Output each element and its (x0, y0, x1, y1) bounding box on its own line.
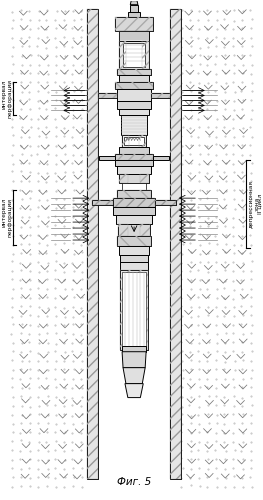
Text: интервал
перфорации: интервал перфорации (2, 198, 12, 237)
Bar (113, 207, 155, 215)
Bar (117, 102, 151, 110)
Bar (117, 90, 151, 102)
Bar (88, 8, 98, 480)
Bar (115, 16, 153, 30)
Bar (122, 346, 146, 352)
Bar (119, 30, 149, 40)
Bar (117, 190, 151, 198)
Bar (140, 174, 149, 183)
Bar (153, 156, 169, 160)
Bar (151, 94, 170, 98)
Bar (115, 160, 153, 166)
Bar (122, 136, 129, 147)
Bar (122, 183, 146, 190)
Bar (142, 40, 149, 68)
Bar (117, 68, 151, 75)
Text: Фиг. 5: Фиг. 5 (117, 478, 151, 488)
Bar (122, 136, 146, 147)
Bar (118, 224, 128, 236)
Bar (170, 8, 181, 480)
Bar (117, 166, 151, 174)
Bar (117, 236, 151, 246)
Bar (92, 200, 113, 205)
Text: интервал
перфорации: интервал перфорации (2, 80, 12, 118)
Bar (88, 8, 98, 480)
Bar (120, 255, 148, 262)
Bar (155, 200, 176, 205)
Bar (155, 200, 176, 205)
Bar (115, 82, 153, 89)
Bar (113, 198, 155, 207)
Bar (115, 154, 153, 160)
Polygon shape (123, 368, 145, 384)
Bar (120, 270, 148, 349)
Bar (119, 246, 149, 255)
Bar (139, 136, 146, 147)
Bar (119, 110, 149, 116)
Bar (113, 198, 155, 207)
Bar (117, 68, 151, 75)
Bar (140, 224, 150, 236)
Text: депрессионная
зона: депрессионная зона (249, 180, 259, 228)
Bar (122, 272, 146, 347)
Bar (130, 4, 138, 12)
Bar (118, 224, 150, 236)
Bar (119, 148, 149, 154)
Bar (117, 236, 151, 246)
Bar (119, 40, 149, 68)
Bar (115, 16, 153, 30)
Polygon shape (122, 352, 146, 368)
Bar (119, 174, 128, 183)
Bar (116, 215, 152, 224)
Bar (123, 42, 145, 66)
Text: II цикл: II цикл (257, 194, 262, 214)
Bar (99, 156, 115, 160)
Bar (121, 116, 147, 136)
Bar (120, 262, 148, 270)
Bar (170, 8, 181, 480)
Bar (115, 154, 153, 160)
Bar (117, 190, 151, 198)
Bar (119, 40, 126, 68)
Bar (92, 200, 113, 205)
Polygon shape (125, 384, 143, 398)
Bar (98, 94, 117, 98)
Bar (98, 94, 117, 98)
Bar (151, 94, 170, 98)
Bar (115, 82, 153, 89)
Bar (128, 12, 140, 16)
Bar (124, 138, 144, 145)
Bar (120, 270, 148, 349)
Bar (119, 174, 149, 183)
Polygon shape (130, 0, 138, 4)
Bar (119, 76, 149, 82)
